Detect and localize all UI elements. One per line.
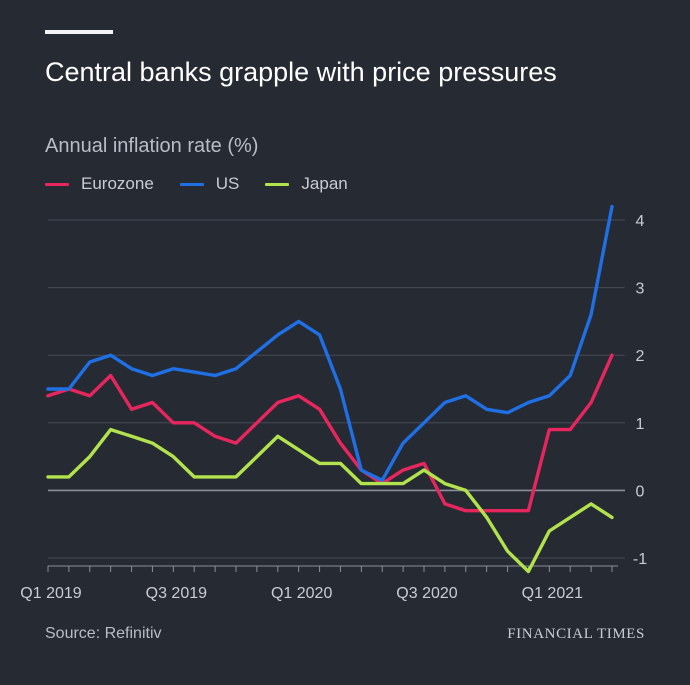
series-line-us	[46, 204, 614, 482]
legend-item-eurozone: Eurozone	[45, 174, 154, 194]
chart-title: Central banks grapple with price pressur…	[45, 57, 557, 87]
series-line-japan	[46, 427, 614, 574]
legend-label-japan: Japan	[301, 174, 348, 193]
brand-logo: FINANCIAL TIMES	[507, 626, 645, 642]
legend-label-us: US	[215, 174, 240, 193]
legend-item-japan: Japan	[265, 174, 348, 194]
legend-swatch-eurozone	[45, 182, 69, 186]
series-line-eurozone	[46, 353, 614, 513]
y-tick-label: -1	[633, 551, 647, 568]
y-tick-label: 1	[636, 416, 645, 433]
legend-label-eurozone: Eurozone	[81, 174, 154, 193]
legend: Eurozone US Japan	[45, 174, 374, 194]
axis-labels: -1 0 1 2 3 4 Q1 2019 Q3 2019 Q1 2020 Q3 2020 Q1 20…	[20, 213, 647, 602]
header-rule	[45, 30, 113, 34]
x-tick-label: Q3 2019	[146, 585, 207, 602]
chart-subtitle: Annual inflation rate (%)	[45, 135, 259, 157]
x-tick-label: Q1 2019	[20, 585, 81, 602]
x-tick-label: Q1 2020	[271, 585, 332, 602]
x-tick-label: Q3 2020	[396, 585, 457, 602]
legend-item-us: US	[179, 174, 240, 194]
y-tick-label: 3	[636, 281, 645, 298]
y-tick-label: 2	[636, 348, 645, 365]
gridlines	[48, 219, 625, 559]
y-tick-label: 0	[636, 483, 645, 500]
source-note: Source: Refinitiv	[45, 625, 162, 642]
legend-swatch-japan	[265, 182, 290, 186]
series-lines	[46, 204, 614, 574]
legend-swatch-us	[179, 182, 204, 186]
y-tick-label: 4	[636, 213, 645, 230]
x-tick-label: Q1 2021	[522, 585, 583, 602]
